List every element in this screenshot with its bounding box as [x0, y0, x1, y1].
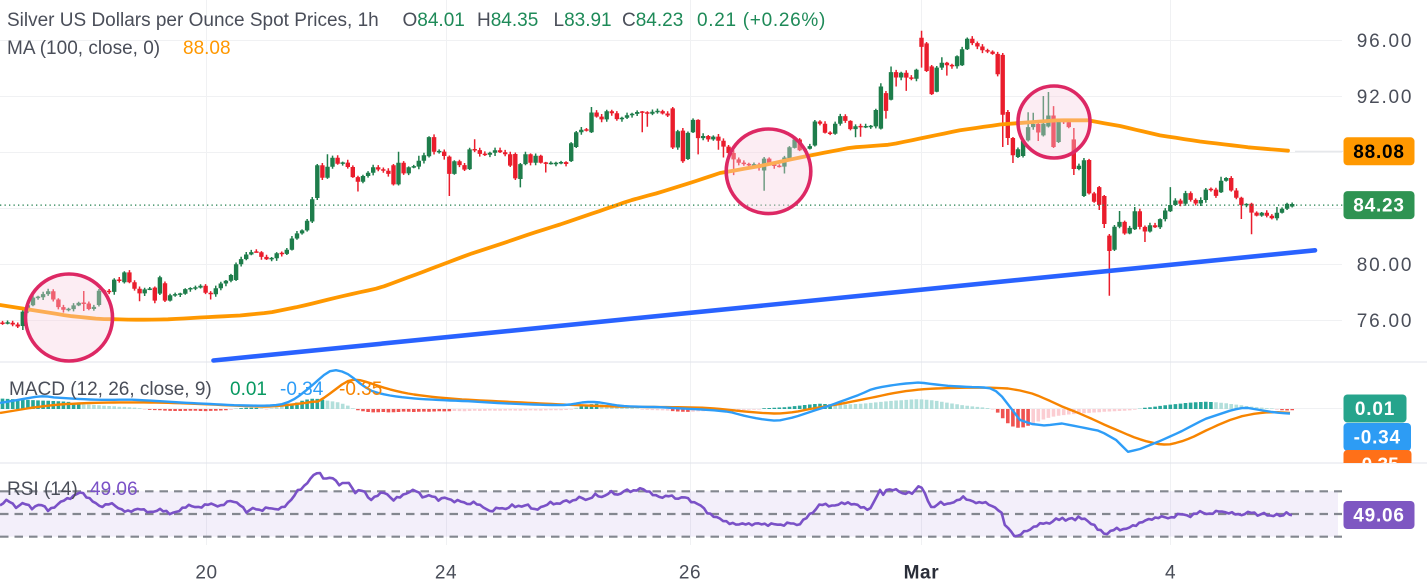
svg-text:MA (100, close, 0)88.08: MA (100, close, 0) 88.08: [7, 38, 231, 59]
svg-text:88.08: 88.08: [1353, 142, 1405, 163]
svg-text:Mar: Mar: [904, 563, 940, 584]
svg-text:80.00: 80.00: [1357, 255, 1414, 276]
svg-text:0.01: 0.01: [1355, 399, 1395, 420]
svg-text:-0.35: -0.35: [1355, 455, 1399, 476]
svg-text:84.23: 84.23: [1353, 196, 1405, 217]
svg-text:96.00: 96.00: [1357, 31, 1414, 52]
svg-text:26: 26: [679, 563, 701, 584]
svg-text:RSI (14)49.06: RSI (14) 49.06: [7, 479, 138, 500]
svg-text:20: 20: [195, 563, 217, 584]
svg-text:24: 24: [435, 563, 457, 584]
svg-text:92.00: 92.00: [1357, 87, 1414, 108]
svg-text:76.00: 76.00: [1357, 311, 1414, 332]
svg-text:49.06: 49.06: [1353, 506, 1405, 527]
svg-text:MACD (12, 26, close, 9)0.01-0.: MACD (12, 26, close, 9) 0.01 -0.34 -0.35: [9, 379, 382, 400]
svg-text:-0.34: -0.34: [1354, 428, 1401, 449]
svg-text:Silver US Dollars per Ounce Sp: Silver US Dollars per Ounce Spot Prices,…: [7, 10, 826, 31]
svg-text:4: 4: [1165, 563, 1176, 584]
